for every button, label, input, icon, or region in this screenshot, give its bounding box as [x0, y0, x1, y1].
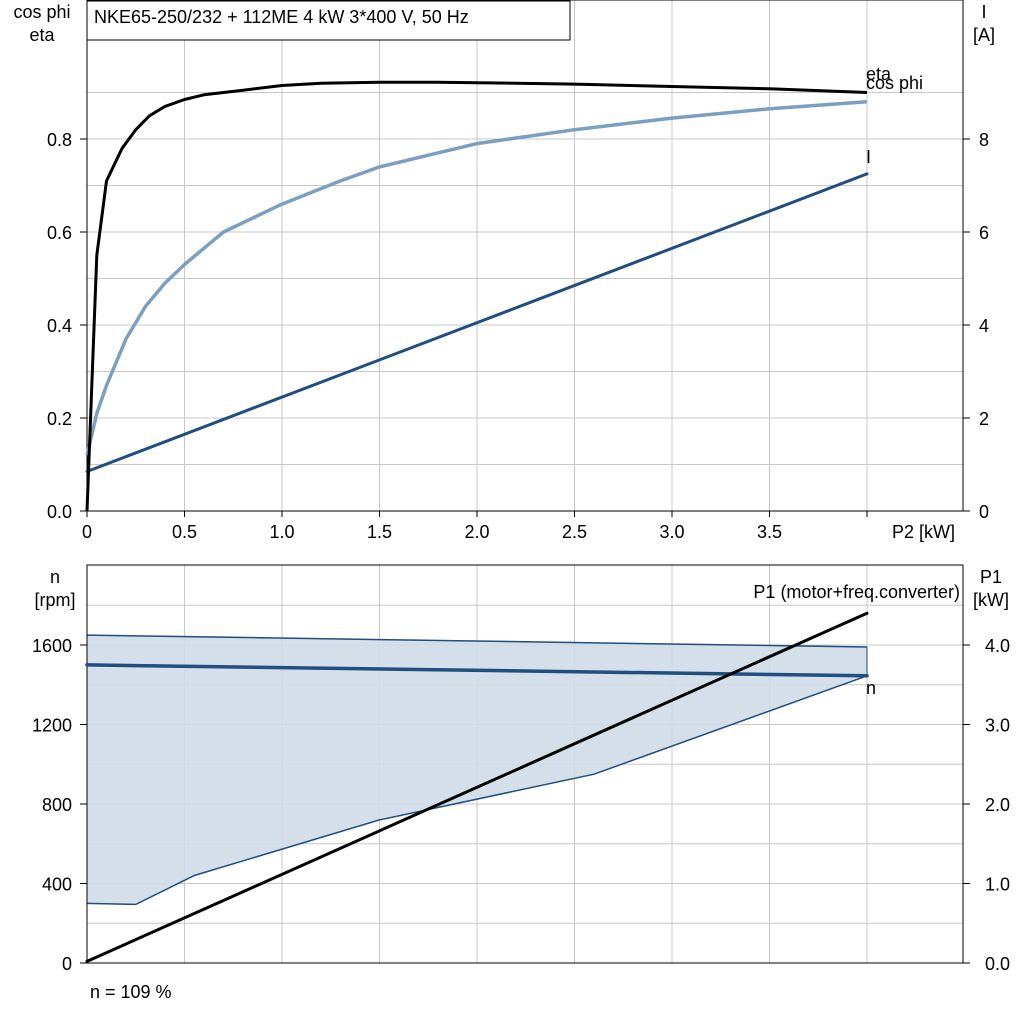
top-right-y-tick-label: 6 — [979, 223, 989, 243]
top-left-y-tick-label: 0.8 — [47, 130, 72, 150]
bottom-left-y-tick-label: 800 — [42, 795, 72, 815]
cos-phi-series-label: cos phi — [866, 73, 923, 93]
top-grid — [87, 0, 963, 511]
speed-series-label: n — [866, 678, 876, 698]
bottom-left-y-tick-label: 0 — [62, 954, 72, 974]
speed-range-band — [87, 635, 867, 905]
speed-range-upper-edge — [86, 634, 868, 648]
current-series-label: I — [866, 147, 871, 167]
top-left-y-tick-label: 0.0 — [47, 502, 72, 522]
bottom-right-axis-label-line1: P1 — [980, 567, 1002, 587]
title-box — [86, 0, 571, 41]
p1-series-label: P1 (motor+freq.converter) — [753, 582, 960, 602]
chart-title: NKE65-250/232 + 112ME 4 kW 3*400 V, 50 H… — [94, 7, 469, 27]
bottom-right-y-tick-label: 2.0 — [985, 795, 1010, 815]
bottom-left-y-tick-label: 1200 — [32, 716, 72, 736]
top-left-axis-label-line2: eta — [29, 25, 55, 45]
top-left-y-tick-label: 0.6 — [47, 223, 72, 243]
bottom-right-y-tick-label: 0.0 — [985, 954, 1010, 974]
top-x-axis-label: P2 [kW] — [892, 522, 955, 542]
top-right-y-tick-label: 8 — [979, 130, 989, 150]
current-curve — [85, 172, 869, 473]
footer-note: n = 109 % — [90, 982, 172, 1002]
cos-phi-curve — [85, 100, 868, 456]
top-right-y-tick-label: 0 — [979, 502, 989, 522]
top-x-tick-label: 1.0 — [269, 522, 294, 542]
eta-series-label: eta — [866, 64, 892, 84]
bottom-left-axis-label-line1: n — [50, 567, 60, 587]
p1-curve — [85, 611, 869, 963]
bottom-left-y-tick-label: 1600 — [32, 636, 72, 656]
bottom-right-y-tick-label: 1.0 — [985, 875, 1010, 895]
eta-curve — [85, 80, 868, 512]
bottom-plot-frame — [86, 564, 964, 964]
bottom-right-y-tick-label: 4.0 — [985, 636, 1010, 656]
speed-range-lower-edge — [86, 675, 868, 906]
top-x-tick-label: 1.5 — [367, 522, 392, 542]
top-x-tick-label: 0.5 — [172, 522, 197, 542]
top-x-tick-label: 2.5 — [562, 522, 587, 542]
top-x-tick-label: 2.0 — [464, 522, 489, 542]
top-plot-frame — [86, 0, 964, 512]
top-left-axis-label-line1: cos phi — [13, 2, 70, 22]
top-right-axis-label-line1: I — [981, 2, 986, 22]
top-right-axis-label-line2: [A] — [973, 25, 995, 45]
speed-curve — [85, 663, 869, 678]
top-left-y-tick-label: 0.4 — [47, 316, 72, 336]
bottom-right-axis-label-line2: [kW] — [973, 590, 1009, 610]
top-right-y-tick-label: 4 — [979, 316, 989, 336]
top-x-tick-label: 3.5 — [757, 522, 782, 542]
bottom-left-y-tick-label: 400 — [42, 875, 72, 895]
bottom-left-axis-label-line2: [rpm] — [34, 590, 75, 610]
top-right-y-tick-label: 2 — [979, 409, 989, 429]
bottom-right-y-tick-label: 3.0 — [985, 716, 1010, 736]
top-x-tick-label: 0 — [82, 522, 92, 542]
top-left-y-tick-label: 0.2 — [47, 409, 72, 429]
top-x-tick-label: 3.0 — [659, 522, 684, 542]
